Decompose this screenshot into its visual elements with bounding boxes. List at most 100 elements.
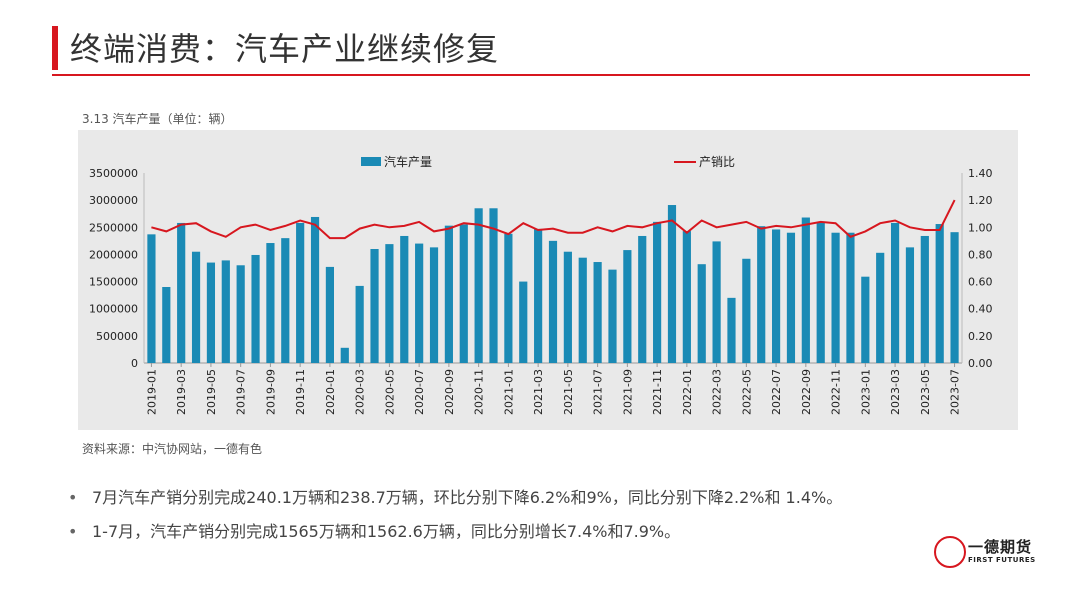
bar-mark [251,254,260,363]
x-tick-label: 2023-01 [859,369,872,415]
x-tick-label: 2021-09 [621,369,634,415]
bar-mark [236,265,245,363]
bar-mark [861,276,870,363]
bar-mark [310,216,320,363]
x-tick-label: 2020-05 [383,369,396,415]
x-tick-label: 2021-11 [651,369,664,415]
bar-mark [623,250,632,363]
bar-mark [682,231,691,363]
bar-mark [489,208,498,363]
x-tick-label: 2020-11 [473,369,486,415]
x-tick-label: 2019-01 [145,369,158,415]
x-tick-label: 2022-05 [740,369,753,415]
bar-mark [935,224,944,363]
bullet-item: • 7月汽车产销分别完成240.1万辆和238.7万辆，环比分别下降6.2%和9%… [68,488,843,507]
production-chart: 0 500000 1000000 1500000 2000000 2500000 30000… [89,154,993,415]
y2-tick-label: 0.00 [968,357,993,370]
bar-mark [206,262,216,363]
bar-mark [504,233,513,363]
bar-mark [801,217,810,363]
y-tick-label: 3000000 [89,194,138,207]
y-tick-label: 2000000 [89,248,138,261]
bullet-text: 7月汽车产销分别完成240.1万辆和238.7万辆，环比分别下降6.2%和9%，… [92,488,843,507]
chart-caption: 3.13 汽车产量（单位：辆） [82,112,233,126]
x-tick-label: 2019-05 [205,369,218,415]
bar-mark [950,232,959,363]
y2-tick-label: 0.80 [968,248,993,261]
x-tick-label: 2022-01 [681,369,694,415]
bar-mark [444,225,453,363]
y-tick-label: 2500000 [89,221,138,234]
bar-mark [147,234,156,363]
bar-mark [266,243,275,363]
bullet-item: • 1-7月，汽车产销分别完成1565万辆和1562.6万辆，同比分别增长7.4%… [68,522,681,541]
x-tick-label: 2019-09 [264,369,277,415]
y2-tick-label: 0.60 [968,276,993,289]
bar-mark [786,232,796,363]
y2-tick-label: 1.40 [968,167,993,180]
bullet-text: 1-7月，汽车产销分别完成1565万辆和1562.6万辆，同比分别增长7.4%和… [92,522,681,541]
page-title: 终端消费：汽车产业继续修复 [70,30,500,68]
legend-bar-swatch [361,157,381,166]
y-tick-label: 500000 [96,330,138,343]
bar-mark [653,221,662,363]
bar-mark [816,222,825,363]
bar-mark [667,205,677,363]
x-tick-label: 2021-07 [592,369,605,415]
ratio-line [151,199,956,240]
x-tick-label: 2020-01 [324,369,337,415]
chart-area: 0 500000 1000000 1500000 2000000 2500000 30000… [78,130,1018,430]
x-tick-label: 2020-07 [413,369,426,415]
x-tick-label: 2022-11 [830,369,843,415]
bar-mark [385,244,394,363]
y2-tick-label: 1.00 [968,221,993,234]
bar-mark [638,235,647,363]
bar-mark [831,232,840,363]
bar-mark [429,247,439,363]
x-axis: 2019-01 2019-03 2019-05 2019-07 2019-09 2019-… [145,363,962,415]
y-tick-label: 3500000 [89,167,138,180]
bar-mark [772,229,781,363]
y2-tick-label: 0.40 [968,303,993,316]
x-tick-label: 2023-03 [889,369,902,415]
bar-mark [578,257,587,363]
bar-mark [370,249,379,363]
bar-mark [191,251,201,363]
bar-mark [920,235,929,363]
bar-series [147,205,959,363]
bar-mark [697,264,706,363]
x-tick-label: 2022-07 [770,369,783,415]
y-tick-label: 0 [131,357,138,370]
bar-mark [712,241,721,363]
bar-mark [846,232,855,363]
bar-mark [519,281,528,363]
bar-mark [459,224,468,363]
bar-mark [355,285,364,363]
bar-mark [296,222,305,363]
bar-mark [905,247,915,363]
x-tick-label: 2022-09 [800,369,813,415]
x-tick-label: 2021-01 [502,369,515,415]
bar-mark [742,258,751,363]
y-tick-label: 1000000 [89,303,138,316]
logo-text-en: FIRST FUTURES [968,556,1036,564]
bar-mark [876,252,885,363]
bar-mark [593,262,602,363]
x-tick-label: 2019-11 [294,369,307,415]
chart-legend: 汽车产量 产销比 [361,154,735,169]
source-note: 资料来源：中汽协网站，一德有色 [82,442,263,456]
x-tick-label: 2023-07 [949,369,962,415]
logo-emblem-icon [934,536,966,568]
company-logo: 一德期货 FIRST FUTURES [934,534,1044,570]
y-tick-label: 1500000 [89,276,138,289]
bar-mark [415,243,424,363]
bar-mark [608,269,617,363]
y2-tick-label: 1.20 [968,194,993,207]
bar-mark [400,235,409,363]
title-accent-bar [52,26,58,70]
x-tick-label: 2019-03 [175,369,188,415]
x-tick-label: 2023-05 [919,369,932,415]
y-axis-right: 0.00 0.20 0.40 0.60 0.80 1.00 1.20 1.40 [968,167,993,370]
x-tick-label: 2021-03 [532,369,545,415]
logo-text-cn: 一德期货 [968,538,1033,556]
